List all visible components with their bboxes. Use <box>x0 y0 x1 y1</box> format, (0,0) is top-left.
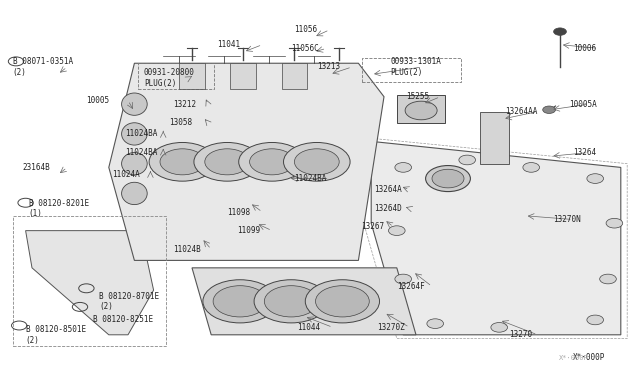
Circle shape <box>395 163 412 172</box>
Text: 13270Z: 13270Z <box>378 323 405 332</box>
Text: 13264F: 13264F <box>397 282 424 291</box>
Circle shape <box>213 286 267 317</box>
Ellipse shape <box>122 153 147 175</box>
Text: B 08120-8501E
(2): B 08120-8501E (2) <box>26 325 86 344</box>
Circle shape <box>427 319 444 328</box>
Text: 13212: 13212 <box>173 100 196 109</box>
Polygon shape <box>371 141 621 335</box>
Circle shape <box>426 166 470 192</box>
Text: 11041: 11041 <box>218 40 241 49</box>
Text: 10005: 10005 <box>86 96 109 105</box>
Text: X*·000P: X*·000P <box>559 355 589 361</box>
Text: 11044: 11044 <box>298 323 321 332</box>
Text: 11098: 11098 <box>227 208 250 217</box>
Circle shape <box>316 286 369 317</box>
Ellipse shape <box>122 93 147 115</box>
Text: B 08120-8701E
(2): B 08120-8701E (2) <box>99 292 159 311</box>
Circle shape <box>554 28 566 35</box>
Text: 13270: 13270 <box>509 330 532 339</box>
Bar <box>230 63 256 89</box>
Circle shape <box>432 169 464 188</box>
Circle shape <box>149 142 216 181</box>
Text: 11024BA: 11024BA <box>125 129 157 138</box>
Circle shape <box>395 274 412 284</box>
Circle shape <box>160 149 205 175</box>
Text: 13264A: 13264A <box>374 185 402 194</box>
Text: X*·000P: X*·000P <box>573 353 605 362</box>
Text: 11024A: 11024A <box>112 170 140 179</box>
Text: 15255: 15255 <box>406 92 429 101</box>
Text: 23164B: 23164B <box>22 163 50 172</box>
Text: 13213: 13213 <box>317 62 340 71</box>
Circle shape <box>205 149 250 175</box>
Bar <box>480 112 509 164</box>
Circle shape <box>587 315 604 325</box>
Text: 11024BA: 11024BA <box>294 174 327 183</box>
Text: 13264: 13264 <box>573 148 596 157</box>
Circle shape <box>543 106 556 113</box>
Circle shape <box>250 149 294 175</box>
Text: B 08120-8251E: B 08120-8251E <box>93 315 153 324</box>
Circle shape <box>459 155 476 165</box>
Text: 10006: 10006 <box>573 44 596 53</box>
Bar <box>282 63 307 89</box>
Circle shape <box>203 280 277 323</box>
Circle shape <box>194 142 260 181</box>
Circle shape <box>305 280 380 323</box>
Circle shape <box>523 163 540 172</box>
Circle shape <box>254 280 328 323</box>
Circle shape <box>587 174 604 183</box>
Text: 11024BA: 11024BA <box>125 148 157 157</box>
Polygon shape <box>109 63 384 260</box>
Text: 11056: 11056 <box>294 25 317 34</box>
Polygon shape <box>26 231 154 335</box>
Circle shape <box>388 226 405 235</box>
Ellipse shape <box>122 123 147 145</box>
Polygon shape <box>192 268 416 335</box>
Circle shape <box>264 286 318 317</box>
Text: 11024B: 11024B <box>173 245 200 254</box>
Text: 00931-20800
PLUG(2): 00931-20800 PLUG(2) <box>144 68 195 88</box>
Text: 13267: 13267 <box>362 222 385 231</box>
Ellipse shape <box>122 182 147 205</box>
Text: 13264AA: 13264AA <box>506 107 538 116</box>
Text: 00933-1301A
PLUG(2): 00933-1301A PLUG(2) <box>390 57 441 77</box>
Circle shape <box>600 274 616 284</box>
Text: B 08071-0351A
(2): B 08071-0351A (2) <box>13 57 73 77</box>
Text: B 08120-8201E
(1): B 08120-8201E (1) <box>29 199 89 218</box>
Circle shape <box>405 101 437 120</box>
Circle shape <box>294 149 339 175</box>
Circle shape <box>284 142 350 181</box>
Circle shape <box>606 218 623 228</box>
Circle shape <box>239 142 305 181</box>
Text: 11099: 11099 <box>237 226 260 235</box>
Text: 13270N: 13270N <box>554 215 581 224</box>
Text: 11056C: 11056C <box>291 44 319 53</box>
Bar <box>397 95 445 123</box>
Bar <box>179 63 205 89</box>
Text: 13264D: 13264D <box>374 204 402 213</box>
Circle shape <box>491 323 508 332</box>
Text: 10005A: 10005A <box>570 100 597 109</box>
Text: 13058: 13058 <box>170 118 193 127</box>
